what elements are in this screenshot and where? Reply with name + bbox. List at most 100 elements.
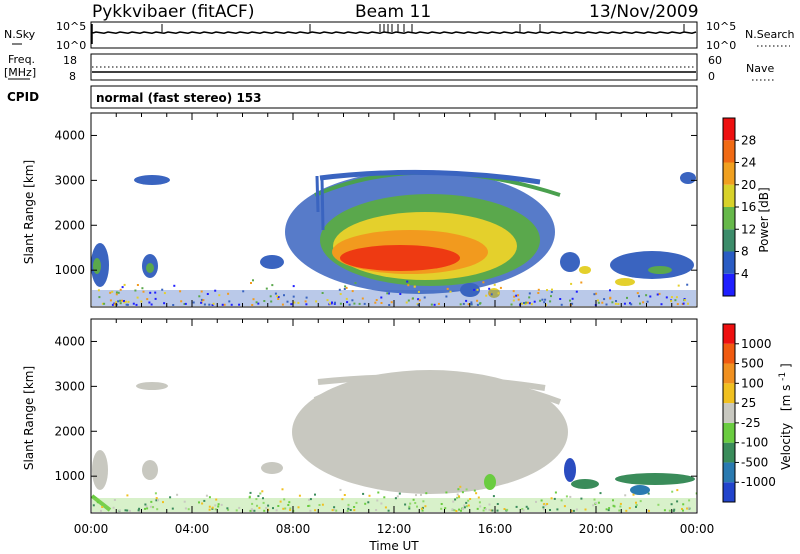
speckle-dot xyxy=(671,490,674,493)
speckle-dot xyxy=(642,301,645,304)
speckle-dot xyxy=(488,508,491,511)
speckle-dot xyxy=(368,494,371,497)
speckle-dot xyxy=(383,496,386,499)
nsky-tick-bottom-right: 10^0 xyxy=(706,39,736,52)
speckle-dot xyxy=(425,492,428,495)
speckle-dot xyxy=(141,287,144,290)
speckle-dot xyxy=(510,303,513,306)
speckle-dot xyxy=(214,508,217,511)
speckle-dot xyxy=(528,296,531,299)
speckle-dot xyxy=(284,507,287,510)
speckle-dot xyxy=(123,300,125,302)
nave-label: Nave xyxy=(746,62,774,75)
velocity-patch-0 xyxy=(92,450,108,490)
speckle-dot xyxy=(603,298,606,301)
speckle-dot xyxy=(353,302,356,305)
velocity-scatter-field xyxy=(91,370,697,512)
speckle-dot xyxy=(485,294,488,297)
nsky-label: N.Sky xyxy=(4,28,36,41)
velocity-xtick-label-0: 00:00 xyxy=(74,522,109,536)
speckle-dot xyxy=(584,508,587,511)
speckle-dot xyxy=(115,303,118,306)
speckle-dot xyxy=(682,503,685,506)
speckle-dot xyxy=(647,492,650,495)
speckle-dot xyxy=(608,507,611,510)
speckle-dot xyxy=(677,284,680,287)
speckle-dot xyxy=(364,502,367,505)
freq-unit-label: [MHz] xyxy=(4,66,36,79)
speckle-dot xyxy=(184,302,187,305)
power-colorbar-swatch-6 xyxy=(723,140,735,163)
speckle-dot xyxy=(625,509,628,512)
power-colorbar-swatch-3 xyxy=(723,207,735,230)
speckle-dot xyxy=(599,492,602,495)
speckle-dot xyxy=(142,290,145,293)
speckle-dot xyxy=(150,303,153,306)
power-ytick-label-2: 3000 xyxy=(54,173,85,187)
speckle-dot xyxy=(681,508,683,510)
speckle-dot xyxy=(292,295,295,298)
speckle-dot xyxy=(128,509,131,512)
speckle-dot xyxy=(572,509,575,512)
velocity-yticks: 1000 2000 3000 4000 xyxy=(54,334,697,483)
speckle-dot xyxy=(638,295,640,298)
speckle-dot xyxy=(421,509,424,512)
speckle-dot xyxy=(632,493,635,496)
speckle-dot xyxy=(123,301,126,304)
speckle-dot xyxy=(571,302,574,305)
velocity-ytick-label-0: 1000 xyxy=(54,469,85,483)
speckle-dot xyxy=(490,293,493,296)
power-colorbar-swatch-2 xyxy=(723,229,735,252)
speckle-dot xyxy=(635,505,637,508)
speckle-dot xyxy=(424,505,427,508)
speckle-dot xyxy=(665,296,668,299)
speckle-dot xyxy=(543,301,546,304)
speckle-dot xyxy=(533,300,536,303)
speckle-dot xyxy=(459,303,462,306)
speckle-dot xyxy=(144,507,146,510)
speckle-dot xyxy=(214,289,217,292)
speckle-dot xyxy=(171,507,174,510)
speckle-dot xyxy=(375,299,378,301)
speckle-dot xyxy=(482,281,485,284)
velocity-colorbar-label-4: -25 xyxy=(741,416,761,430)
speckle-dot xyxy=(220,503,223,506)
speckle-dot xyxy=(559,298,562,300)
speckle-dot xyxy=(380,296,383,299)
speckle-dot xyxy=(335,509,338,512)
speckle-dot xyxy=(607,509,610,512)
speckle-dot xyxy=(469,498,472,500)
speckle-dot xyxy=(367,501,370,504)
speckle-dot xyxy=(544,504,547,507)
speckle-dot xyxy=(154,291,157,294)
speckle-dot xyxy=(503,508,506,510)
velocity-speckle xyxy=(92,485,697,512)
speckle-dot xyxy=(201,502,204,505)
velocity-colorbar-swatch-0 xyxy=(723,482,735,502)
speckle-dot xyxy=(484,508,487,511)
speckle-dot xyxy=(408,505,411,508)
speckle-dot xyxy=(387,509,390,512)
speckle-dot xyxy=(227,292,230,295)
speckle-dot xyxy=(208,508,211,511)
speckle-dot xyxy=(521,302,524,305)
speckle-dot xyxy=(417,298,420,301)
speckle-dot xyxy=(138,507,141,510)
speckle-dot xyxy=(253,509,256,512)
velocity-colorbar-swatch-1 xyxy=(723,462,735,483)
speckle-dot xyxy=(465,501,468,504)
speckle-dot xyxy=(375,509,378,511)
speckle-dot xyxy=(673,508,676,511)
velocity-patch-1 xyxy=(142,460,158,480)
power-ytick-label-3: 4000 xyxy=(54,128,85,142)
speckle-dot xyxy=(449,290,452,293)
power-arc-2 xyxy=(319,169,541,185)
speckle-dot xyxy=(629,302,631,305)
nsky-trace xyxy=(91,24,697,44)
speckle-dot xyxy=(97,289,100,292)
speckle-dot xyxy=(251,304,254,306)
power-ylabel: Slant Range [km] xyxy=(22,160,36,264)
speckle-dot xyxy=(444,507,447,510)
velocity-ylabel: Slant Range [km] xyxy=(22,366,36,470)
